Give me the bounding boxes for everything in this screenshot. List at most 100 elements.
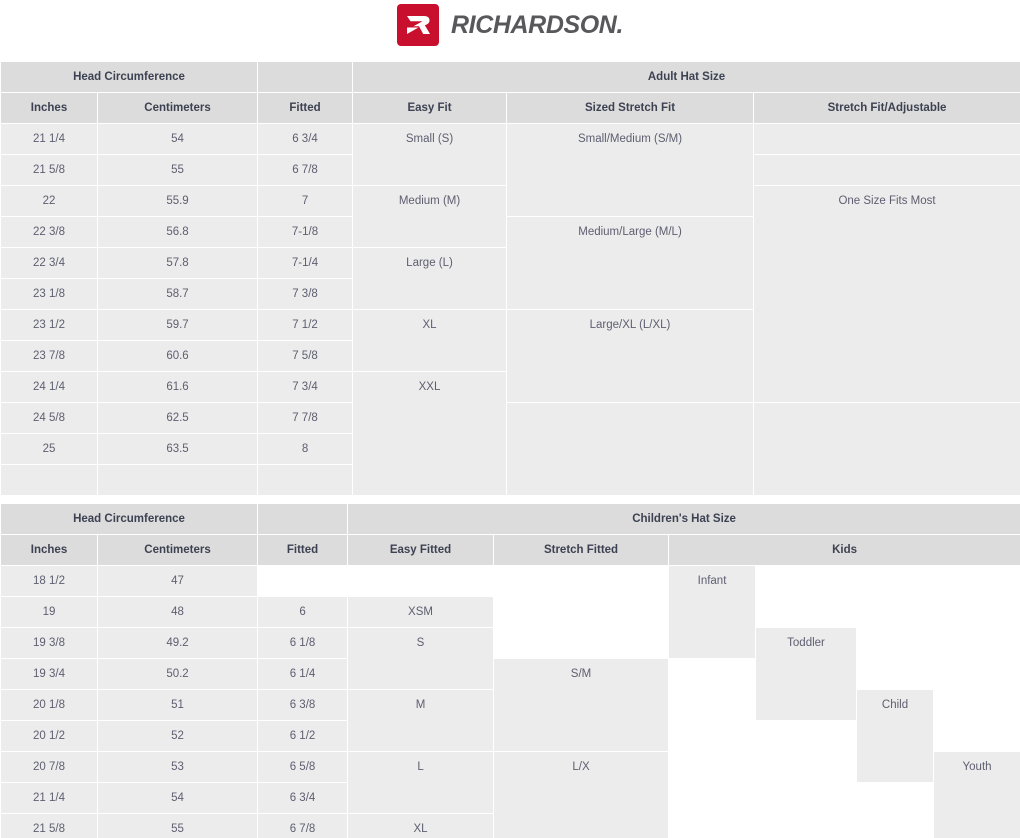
children-cell-kids-empty — [934, 628, 1020, 658]
children-table-row: 18 1/2 47 Infant — [1, 566, 1020, 658]
adult-cell-easy-fit: XL — [353, 310, 507, 371]
children-cell-kids-empty — [934, 690, 1020, 720]
adult-cell-inches: 23 1/8 — [1, 279, 97, 309]
children-column-header-row: Inches Centimeters Fitted Easy Fitted Stretc… — [1, 535, 1020, 565]
adult-cell-fitted — [258, 465, 353, 495]
adult-cell-easy-fit: Large (L) — [353, 248, 507, 309]
adult-column-header-centimeters: Centimeters — [98, 93, 258, 123]
adult-column-header-sized-stretch-fit: Sized Stretch Fit — [507, 93, 754, 123]
adult-cell-inches — [1, 465, 97, 495]
adult-cell-centimeters: 59.7 — [98, 310, 258, 340]
children-cell-fitted: 6 5/8 — [258, 752, 348, 782]
adult-table-row — [1, 465, 1020, 495]
adult-cell-inches: 22 3/4 — [1, 248, 97, 278]
children-column-header-kids: Kids — [669, 535, 1020, 565]
children-cell-inches: 20 1/2 — [1, 721, 97, 751]
children-cell-fitted: 6 3/8 — [258, 690, 348, 720]
children-cell-easy-fitted: L — [348, 752, 494, 813]
adult-cell-fitted: 7 3/8 — [258, 279, 353, 309]
children-cell-kids-empty — [669, 752, 756, 782]
children-cell-stretch-fitted: L/X — [494, 752, 669, 838]
adult-column-header-easy-fit: Easy Fit — [353, 93, 507, 123]
children-cell-fitted: 6 7/8 — [258, 814, 348, 838]
children-cell-inches: 19 3/8 — [1, 628, 97, 658]
adult-cell-fitted: 6 7/8 — [258, 155, 353, 185]
adult-cell-fitted: 7 3/4 — [258, 372, 353, 402]
adult-cell-centimeters: 61.6 — [98, 372, 258, 402]
children-cell-easy-fitted: M — [348, 690, 494, 751]
adult-cell-centimeters — [98, 465, 258, 495]
adult-cell-sized-stretch-fit: Small/Medium (S/M) — [507, 124, 754, 216]
adult-column-header-inches: Inches — [1, 93, 97, 123]
adult-cell-centimeters: 58.7 — [98, 279, 258, 309]
adult-cell-inches: 21 1/4 — [1, 124, 97, 154]
children-cell-kids-empty — [934, 597, 1020, 627]
adult-table-row: 21 5/8 55 6 7/8 — [1, 155, 1020, 185]
children-cell-fitted: 6 — [258, 597, 348, 627]
children-cell-kids-empty — [669, 814, 756, 838]
adult-table-row: 23 1/8 58.7 7 3/8 — [1, 279, 1020, 309]
children-cell-easy-fitted — [348, 566, 494, 596]
adult-table-row: 21 1/4 54 6 3/4 Small (S) Small/Medium (S/M) — [1, 124, 1020, 216]
children-cell-kids-empty — [669, 659, 756, 689]
adult-cell-centimeters: 62.5 — [98, 403, 258, 433]
adult-cell-fitted: 7 5/8 — [258, 341, 353, 371]
adult-cell-centimeters: 56.8 — [98, 217, 258, 247]
adult-cell-fitted: 7 1/2 — [258, 310, 353, 340]
children-cell-kids-toddler: Toddler — [756, 628, 857, 720]
brand-wordmark-text: RICHARDSON — [451, 10, 617, 39]
children-cell-kids-empty — [934, 659, 1020, 689]
adult-cell-fitted: 7-1/8 — [258, 217, 353, 247]
children-table-row: 20 1/8 51 6 3/8 M Child — [1, 690, 1020, 782]
children-cell-easy-fitted: XSM — [348, 597, 494, 627]
children-cell-inches: 20 7/8 — [1, 752, 97, 782]
children-column-header-inches: Inches — [1, 535, 97, 565]
children-column-header-centimeters: Centimeters — [98, 535, 258, 565]
adult-cell-sized-stretch-fit — [507, 403, 754, 495]
adult-cell-easy-fit: Medium (M) — [353, 186, 507, 247]
children-table-row: 21 1/4 54 6 3/4 — [1, 783, 1020, 813]
adult-cell-inches: 24 1/4 — [1, 372, 97, 402]
children-column-header-stretch-fitted: Stretch Fitted — [494, 535, 669, 565]
adult-cell-centimeters: 54 — [98, 124, 258, 154]
adult-cell-centimeters: 55 — [98, 155, 258, 185]
brand-header: RICHARDSON. — [0, 0, 1020, 50]
children-cell-centimeters: 50.2 — [98, 659, 258, 689]
adult-hat-size-table: Head Circumference Adult Hat Size Inches Ce… — [0, 61, 1020, 496]
adult-cell-inches: 22 3/8 — [1, 217, 97, 247]
children-group-header-blank-1 — [258, 504, 348, 534]
children-cell-kids-empty — [934, 566, 1020, 596]
adult-cell-centimeters: 63.5 — [98, 434, 258, 464]
children-cell-centimeters: 49.2 — [98, 628, 258, 658]
children-cell-stretch-fitted: S/M — [494, 659, 669, 751]
children-cell-fitted: 6 1/8 — [258, 628, 348, 658]
children-cell-kids-empty — [934, 721, 1020, 751]
adult-cell-fitted: 7 — [258, 186, 353, 216]
adult-cell-sized-stretch-fit: Medium/Large (M/L) — [507, 217, 754, 309]
adult-cell-inches: 24 5/8 — [1, 403, 97, 433]
brand-wordmark: RICHARDSON. — [451, 11, 623, 40]
children-cell-inches: 18 1/2 — [1, 566, 97, 596]
adult-cell-inches: 21 5/8 — [1, 155, 97, 185]
children-column-header-easy-fitted: Easy Fitted — [348, 535, 494, 565]
adult-cell-inches: 23 1/2 — [1, 310, 97, 340]
adult-cell-stretch-fit-adjustable — [754, 403, 1020, 495]
children-cell-centimeters: 52 — [98, 721, 258, 751]
children-cell-kids-empty — [669, 721, 756, 751]
adult-cell-easy-fit: Small (S) — [353, 124, 507, 185]
children-cell-centimeters: 55 — [98, 814, 258, 838]
adult-column-header-row: Inches Centimeters Fitted Easy Fit Sized Str… — [1, 93, 1020, 123]
children-cell-kids-infant: Infant — [669, 566, 756, 658]
children-group-header-head-circumference: Head Circumference — [1, 504, 258, 534]
adult-cell-inches: 23 7/8 — [1, 341, 97, 371]
adult-cell-centimeters: 60.6 — [98, 341, 258, 371]
adult-table-row: 22 3/8 56.8 7-1/8 Medium/Large (M/L) — [1, 217, 1020, 309]
children-cell-inches: 21 5/8 — [1, 814, 97, 838]
children-cell-inches: 19 — [1, 597, 97, 627]
adult-table-row: 22 55.9 7 Medium (M) One Size Fits Most — [1, 186, 1020, 402]
adult-table-row: 23 1/2 59.7 7 1/2 XL Large/XL (L/XL) — [1, 310, 1020, 402]
children-table-row: 19 3/4 50.2 6 1/4 S/M — [1, 659, 1020, 751]
children-cell-kids-child: Child — [857, 690, 934, 782]
adult-group-header-head-circumference: Head Circumference — [1, 62, 258, 92]
children-cell-fitted: 6 3/4 — [258, 783, 348, 813]
